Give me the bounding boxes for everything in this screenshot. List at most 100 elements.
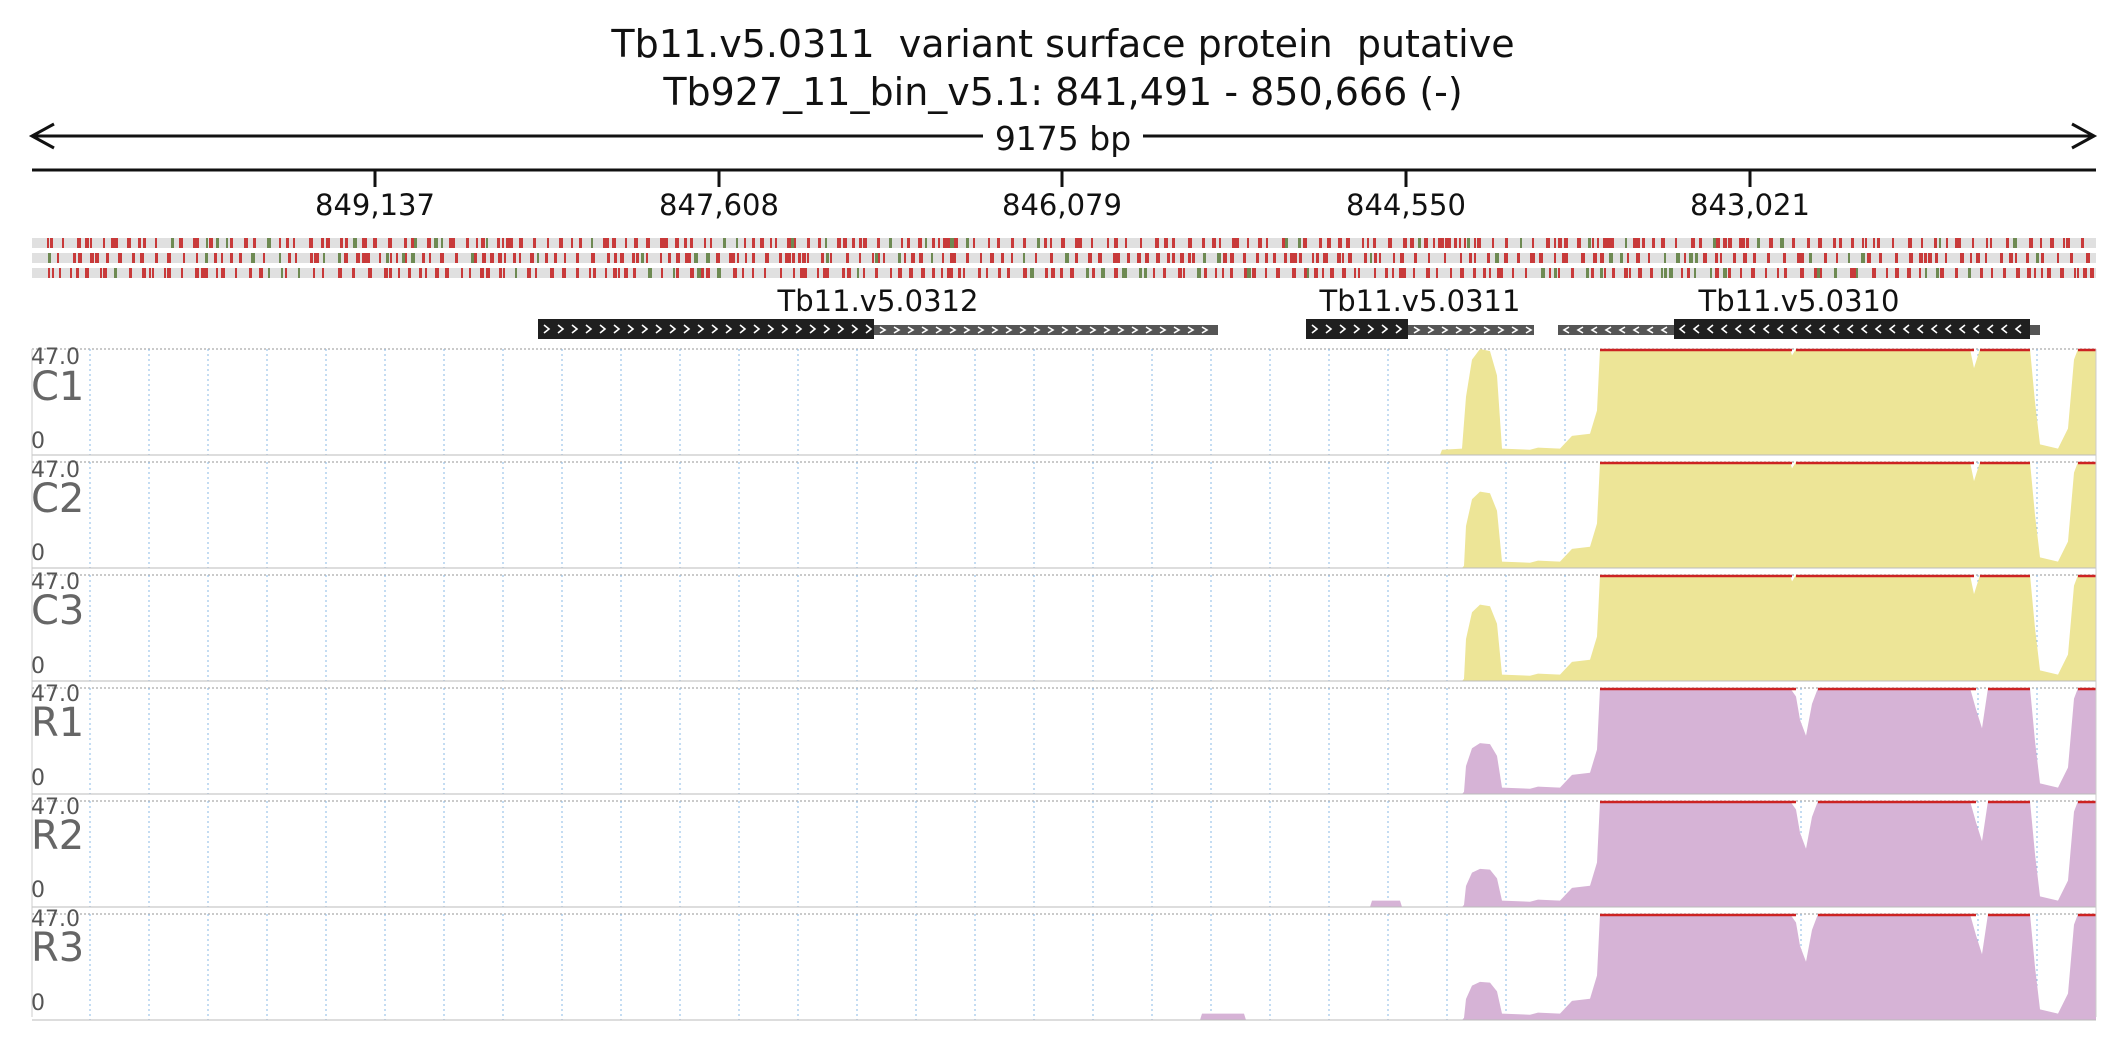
start-codon-mark xyxy=(1588,238,1591,248)
stop-codon-mark xyxy=(230,253,233,263)
stop-codon-mark xyxy=(1469,253,1472,263)
stop-codon-mark xyxy=(373,238,377,248)
stop-codon-mark xyxy=(821,253,824,263)
start-codon-mark xyxy=(281,268,283,278)
stop-codon-mark xyxy=(140,253,144,263)
stop-codon-mark xyxy=(368,268,372,278)
start-codon-mark xyxy=(279,253,281,263)
stop-codon-mark xyxy=(613,268,617,278)
start-codon-mark xyxy=(641,253,644,263)
stop-codon-mark xyxy=(660,238,664,248)
strand-chevron xyxy=(1455,326,1463,334)
stop-codon-mark xyxy=(1820,268,1822,278)
start-codon-mark xyxy=(857,268,859,278)
stop-codon-mark xyxy=(612,238,616,248)
stop-codon-mark xyxy=(706,268,710,278)
stop-codon-mark xyxy=(482,253,486,263)
stop-codon-mark xyxy=(167,268,171,278)
stop-codon-mark xyxy=(486,268,490,278)
stop-codon-mark xyxy=(321,238,324,248)
stop-codon-mark xyxy=(1061,238,1065,248)
stop-codon-mark xyxy=(1558,238,1562,248)
start-codon-mark xyxy=(1030,268,1034,278)
start-codon-mark xyxy=(1520,238,1522,248)
stop-codon-mark xyxy=(1127,253,1130,263)
stop-codon-mark xyxy=(263,253,265,263)
stop-codon-mark xyxy=(1137,253,1141,263)
strand-chevron xyxy=(1930,324,1938,334)
stop-codon-mark xyxy=(625,238,627,248)
start-codon-mark xyxy=(1664,268,1667,278)
strand-chevron xyxy=(1511,326,1519,334)
stop-codon-mark xyxy=(890,268,892,278)
stop-codon-mark xyxy=(57,253,59,263)
stop-codon-mark xyxy=(129,268,132,278)
stop-codon-mark xyxy=(1326,253,1328,263)
stop-codon-mark xyxy=(859,238,862,248)
stop-codon-mark xyxy=(288,253,291,263)
track-ymax: 47.0 xyxy=(31,345,80,370)
stop-codon-mark xyxy=(499,268,502,278)
strand-chevron xyxy=(1944,324,1952,334)
stop-codon-mark xyxy=(752,268,754,278)
start-codon-mark xyxy=(1625,238,1627,248)
start-codon-mark xyxy=(206,238,208,248)
strand-chevron xyxy=(1748,324,1756,334)
stop-codon-mark xyxy=(978,268,981,278)
stop-codon-mark xyxy=(1402,268,1406,278)
stop-codon-mark xyxy=(1703,253,1707,263)
stop-codon-mark xyxy=(852,238,855,248)
start-codon-mark xyxy=(1197,268,1201,278)
stop-codon-mark xyxy=(958,268,961,278)
stop-codon-mark xyxy=(1919,253,1923,263)
stop-codon-mark xyxy=(1125,238,1127,248)
start-codon-mark xyxy=(1809,253,1812,263)
stop-codon-mark xyxy=(427,238,431,248)
stop-codon-mark xyxy=(1327,238,1331,248)
stop-codon-mark xyxy=(818,238,821,248)
stop-codon-mark xyxy=(1459,238,1461,248)
start-codon-mark xyxy=(1586,268,1589,278)
strand-chevron xyxy=(1678,324,1686,334)
stop-codon-mark xyxy=(1699,238,1702,248)
start-codon-mark xyxy=(1936,268,1939,278)
stop-codon-mark xyxy=(843,238,847,248)
stop-codon-mark xyxy=(1895,268,1899,278)
stop-codon-mark xyxy=(614,253,617,263)
strand-chevron xyxy=(1888,324,1896,334)
stop-codon-mark xyxy=(379,253,381,263)
strand-chevron xyxy=(1562,326,1570,334)
stop-codon-mark xyxy=(624,268,628,278)
stop-codon-mark xyxy=(1293,253,1297,263)
start-codon-mark xyxy=(471,253,474,263)
strand-chevron xyxy=(1201,326,1209,334)
stop-codon-mark xyxy=(830,253,832,263)
stop-codon-mark xyxy=(2086,253,2090,263)
stop-codon-mark xyxy=(842,268,845,278)
stop-codon-mark xyxy=(2077,268,2079,278)
stop-codon-mark xyxy=(963,268,965,278)
stop-codon-mark xyxy=(2057,253,2059,263)
stop-codon-mark xyxy=(389,268,392,278)
stop-codon-mark xyxy=(47,238,49,248)
stop-codon-mark xyxy=(2026,253,2029,263)
stop-codon-mark xyxy=(785,253,789,263)
gene-label-0311: Tb11.v5.0311 xyxy=(1319,284,1521,318)
stop-codon-mark xyxy=(1818,238,1822,248)
stop-codon-mark xyxy=(1767,253,1770,263)
stop-codon-mark xyxy=(230,238,233,248)
stop-codon-mark xyxy=(918,238,922,248)
stop-codon-mark xyxy=(1337,253,1341,263)
stop-codon-mark xyxy=(688,253,691,263)
stop-codon-mark xyxy=(603,238,607,248)
start-codon-mark xyxy=(48,253,51,263)
stop-codon-mark xyxy=(181,268,183,278)
stop-codon-mark xyxy=(883,253,885,263)
start-codon-mark xyxy=(898,253,901,263)
stop-codon-mark xyxy=(1990,238,1992,248)
stop-codon-mark xyxy=(1346,238,1350,248)
strand-chevron xyxy=(1173,326,1181,334)
stop-codon-mark xyxy=(2041,253,2044,263)
stop-codon-mark xyxy=(221,253,223,263)
strand-chevron xyxy=(865,324,873,334)
